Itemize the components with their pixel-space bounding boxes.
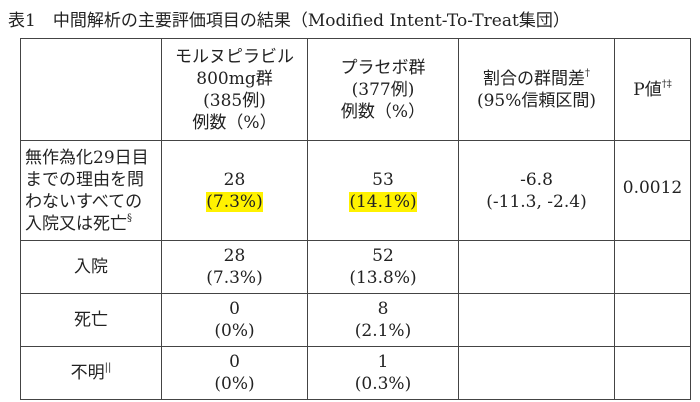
- cell: 53 (14.1%): [307, 140, 459, 241]
- percent: (0%): [214, 321, 255, 341]
- header-line: (385例): [203, 90, 266, 111]
- header-row: モルヌピラビル 800mg群 (385例) 例数（%） プラセボ群 (377例)…: [20, 38, 691, 141]
- footnote-mark: †‡: [661, 78, 672, 90]
- difference: -6.8: [520, 169, 553, 190]
- cell: 0 (0%): [161, 293, 308, 347]
- row-label: 入院: [20, 240, 162, 294]
- table-title: 表1 中間解析の主要評価項目の結果（Modified Intent-To-Tre…: [8, 11, 570, 31]
- percent: (7.3%): [206, 191, 263, 212]
- footnote-mark: ||: [104, 362, 112, 373]
- count: 1: [377, 352, 389, 372]
- cell: 28 (7.3%): [161, 140, 308, 241]
- header-line: モルヌピラビル: [175, 46, 294, 67]
- cell: [614, 346, 691, 400]
- header-cell: モルヌピラビル 800mg群 (385例) 例数（%）: [161, 38, 308, 141]
- count: 52: [372, 246, 394, 266]
- row: 死亡 0 (0%) 8 (2.1%): [20, 293, 691, 347]
- header-cell: プラセボ群 (377例) 例数（%）: [307, 38, 459, 141]
- header-line: (377例): [351, 79, 415, 100]
- header-line: 例数（%）: [340, 101, 426, 122]
- percent: (14.1%): [349, 191, 417, 212]
- p-value: 0.0012: [622, 178, 683, 198]
- percent: (2.1%): [354, 321, 412, 341]
- cell: [458, 346, 615, 400]
- header-line: P値: [633, 79, 662, 100]
- header-line: 割合の群間差: [483, 68, 585, 89]
- cell: [614, 240, 691, 294]
- cell: 8 (2.1%): [307, 293, 459, 347]
- corner-cell: [20, 38, 162, 141]
- cell: 28 (7.3%): [161, 240, 308, 294]
- row-label: 無作為化29日目 までの理由を問 わないすべての 入院又は死亡§: [20, 140, 162, 241]
- row-label: 死亡: [20, 293, 162, 347]
- header-line: プラセボ群: [340, 57, 426, 78]
- results-table: モルヌピラビル 800mg群 (385例) 例数（%） プラセボ群 (377例)…: [20, 38, 691, 400]
- footnote-mark: §: [127, 212, 132, 224]
- label-line: までの理由を問: [25, 169, 144, 190]
- cell: 52 (13.8%): [307, 240, 459, 294]
- cell: -6.8 (-11.3, -2.4): [458, 140, 615, 241]
- cell: [458, 240, 615, 294]
- label-line: わないすべての: [25, 191, 143, 212]
- count: 0: [229, 299, 240, 319]
- row-label: 不明||: [20, 346, 162, 400]
- count: 0: [229, 352, 240, 372]
- header-line: 800mg群: [196, 68, 273, 89]
- label-line: 入院: [74, 257, 108, 277]
- count: 28: [223, 246, 246, 266]
- label-line: 無作為化29日目: [25, 147, 149, 168]
- label-line: 不明: [70, 363, 105, 383]
- percent: (13.8%): [349, 268, 417, 288]
- cell: 0 (0%): [161, 346, 308, 400]
- cell: 1 (0.3%): [307, 346, 459, 400]
- percent: (0%): [214, 374, 255, 394]
- count: 28: [223, 169, 246, 190]
- cell: [458, 293, 615, 347]
- cell: [614, 293, 691, 347]
- header-line: (95%信頼区間): [476, 90, 597, 111]
- row: 入院 28 (7.3%) 52 (13.8%): [20, 240, 691, 294]
- row: 無作為化29日目 までの理由を問 わないすべての 入院又は死亡§ 28 (7.3…: [20, 140, 691, 241]
- count: 8: [377, 299, 389, 319]
- label-line: 死亡: [74, 310, 108, 330]
- header-cell: P値†‡: [614, 38, 691, 141]
- cell: 0.0012: [614, 140, 691, 241]
- footnote-mark: †: [585, 67, 590, 79]
- percent: (7.3%): [206, 268, 263, 288]
- label-line: 入院又は死亡: [25, 213, 127, 234]
- header-line: 例数（%）: [192, 112, 277, 133]
- row: 不明|| 0 (0%) 1 (0.3%): [20, 346, 691, 400]
- count: 53: [372, 169, 394, 190]
- header-cell: 割合の群間差† (95%信頼区間): [458, 38, 615, 141]
- confidence-interval: (-11.3, -2.4): [486, 191, 587, 212]
- percent: (0.3%): [354, 374, 412, 394]
